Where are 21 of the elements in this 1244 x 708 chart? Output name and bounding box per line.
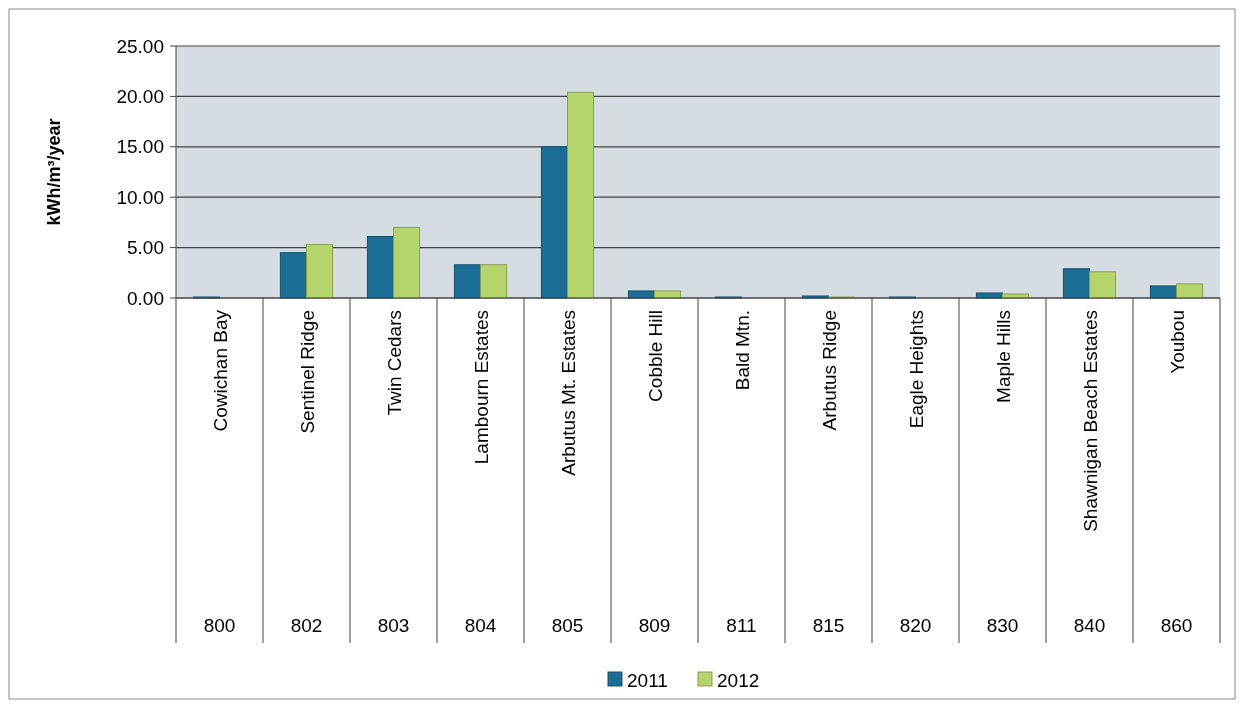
y-tick-label: 20.00 (116, 86, 164, 108)
category-label: Twin Cedars 803 (377, 310, 410, 636)
category-label: Cobble Hill 809 (638, 310, 671, 636)
y-tick-label: 5.00 (127, 237, 164, 259)
y-tick-label: 0.00 (127, 287, 164, 309)
category-label: Bald Mtn. 811 (726, 310, 757, 636)
category-label: Arbutus Ridge 815 (812, 310, 845, 636)
category-label: Eagle Heights 820 (899, 310, 932, 636)
category-label: Cowichan Bay 800 (203, 310, 236, 636)
category-label: Arbutus Mt. Estates 805 (551, 310, 584, 636)
category-label: Shawnigan Beach Estates 840 (1073, 310, 1106, 636)
y-tick-label: 15.00 (116, 136, 164, 158)
category-label: Youbou 860 (1160, 310, 1193, 636)
legend-label: 2011 (627, 669, 668, 691)
y-tick-label: 10.00 (116, 186, 164, 208)
y-axis-title: kWh/m³/year (44, 118, 64, 226)
legend-label: 2012 (717, 669, 760, 691)
category-label: Maple Hills 830 (986, 310, 1019, 636)
y-tick-label: 25.00 (116, 35, 164, 57)
category-label: Lambourn Estates 804 (464, 310, 497, 636)
category-label: Sentinel Ridge 802 (290, 310, 323, 636)
